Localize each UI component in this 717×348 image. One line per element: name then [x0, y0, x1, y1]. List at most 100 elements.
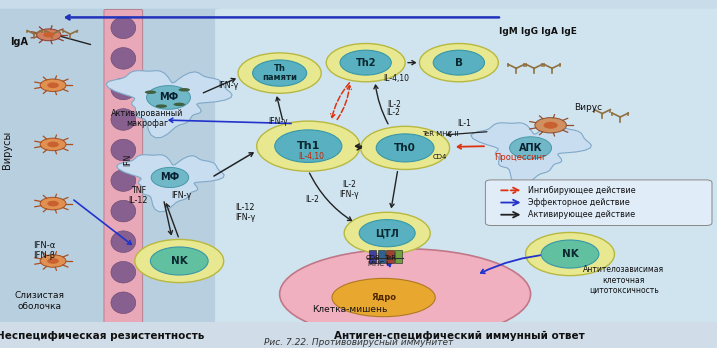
Ellipse shape	[156, 104, 167, 108]
Text: IL-4,10: IL-4,10	[298, 152, 324, 161]
Text: B: B	[455, 58, 463, 68]
Circle shape	[37, 29, 61, 41]
Circle shape	[376, 134, 434, 162]
Text: Рис. 7.22. Противовирусный иммунитет: Рис. 7.22. Противовирусный иммунитет	[264, 338, 453, 347]
Text: IL-2: IL-2	[386, 108, 400, 117]
FancyBboxPatch shape	[0, 9, 222, 324]
Circle shape	[47, 142, 59, 147]
Text: IFN-γ: IFN-γ	[218, 81, 238, 90]
Ellipse shape	[111, 139, 136, 161]
Text: IgM IgG IgA IgE: IgM IgG IgA IgE	[499, 27, 576, 36]
Circle shape	[40, 79, 66, 92]
Text: Активирующее действие: Активирующее действие	[528, 210, 635, 219]
Text: Th
памяти: Th памяти	[262, 64, 297, 82]
Text: IFN-γ: IFN-γ	[171, 191, 191, 200]
Text: IL-1: IL-1	[457, 119, 472, 128]
Text: Клетка-мишень: Клетка-мишень	[312, 304, 388, 314]
Circle shape	[151, 247, 208, 275]
Ellipse shape	[111, 231, 136, 252]
FancyBboxPatch shape	[0, 322, 717, 348]
Text: Активированный
макрофаг: Активированный макрофаг	[111, 109, 183, 128]
Ellipse shape	[146, 86, 191, 109]
Ellipse shape	[280, 249, 531, 339]
Text: ЦТЛ: ЦТЛ	[375, 228, 399, 238]
Text: Антителозависимая
клеточная
цитотоксичность: Антителозависимая клеточная цитотоксично…	[583, 265, 665, 295]
FancyBboxPatch shape	[485, 180, 712, 226]
Ellipse shape	[179, 88, 190, 92]
Text: Ингибирующее действие: Ингибирующее действие	[528, 186, 636, 195]
Circle shape	[135, 239, 224, 283]
Polygon shape	[106, 71, 232, 138]
Circle shape	[543, 122, 558, 129]
Circle shape	[433, 50, 485, 75]
Text: Слизистая
оболочка: Слизистая оболочка	[14, 291, 65, 311]
Text: IL-12
IFN-γ: IL-12 IFN-γ	[235, 203, 255, 222]
Circle shape	[47, 82, 59, 88]
Text: IL-2
IFN-γ: IL-2 IFN-γ	[339, 180, 359, 199]
Circle shape	[340, 50, 391, 75]
Ellipse shape	[145, 90, 156, 94]
Polygon shape	[117, 155, 224, 212]
Text: Ядро: Ядро	[371, 293, 396, 302]
Circle shape	[40, 197, 66, 210]
Ellipse shape	[510, 137, 551, 159]
Text: TeR: TeR	[384, 255, 396, 261]
Circle shape	[257, 121, 360, 171]
Circle shape	[47, 201, 59, 206]
Text: NK: NK	[561, 249, 579, 259]
Ellipse shape	[111, 292, 136, 314]
Text: Th1: Th1	[297, 141, 320, 151]
Text: IL-2: IL-2	[387, 100, 402, 109]
Text: IFN-α
IFN-β: IFN-α IFN-β	[33, 241, 56, 260]
Circle shape	[40, 255, 66, 267]
FancyBboxPatch shape	[369, 250, 376, 263]
Text: Вирус: Вирус	[574, 103, 602, 112]
Ellipse shape	[151, 167, 189, 188]
Ellipse shape	[332, 278, 435, 317]
FancyBboxPatch shape	[215, 9, 717, 324]
Text: TeR МНС II: TeR МНС II	[422, 131, 458, 137]
Text: Th0: Th0	[394, 143, 416, 153]
Circle shape	[43, 32, 54, 38]
Text: Th2: Th2	[356, 58, 376, 68]
Text: IL-2: IL-2	[305, 195, 320, 204]
Text: Антиген-специфический иммунный ответ: Антиген-специфический иммунный ответ	[333, 331, 584, 341]
FancyBboxPatch shape	[395, 250, 402, 263]
Ellipse shape	[174, 103, 185, 106]
Text: IgA: IgA	[10, 37, 29, 47]
Circle shape	[252, 60, 307, 86]
Text: TNF
IL-12: TNF IL-12	[128, 186, 148, 205]
Ellipse shape	[111, 48, 136, 69]
Circle shape	[40, 138, 66, 151]
Circle shape	[344, 212, 430, 254]
Ellipse shape	[111, 261, 136, 283]
Text: NK: NK	[171, 256, 188, 266]
Text: IFN: IFN	[123, 154, 132, 166]
Circle shape	[535, 118, 566, 133]
Circle shape	[275, 130, 342, 163]
Circle shape	[238, 53, 321, 93]
FancyBboxPatch shape	[386, 250, 394, 263]
Ellipse shape	[111, 17, 136, 39]
Polygon shape	[471, 123, 592, 186]
Circle shape	[47, 258, 59, 264]
Text: IFN-γ: IFN-γ	[268, 117, 288, 126]
Text: МФ: МФ	[159, 93, 178, 102]
Circle shape	[361, 126, 450, 169]
Circle shape	[359, 220, 415, 247]
Text: IL-4,10: IL-4,10	[383, 74, 409, 83]
Text: Процессинг: Процессинг	[493, 153, 546, 162]
Ellipse shape	[111, 200, 136, 222]
Text: CD4: CD4	[433, 154, 447, 160]
Circle shape	[526, 232, 614, 276]
Text: CD8: CD8	[366, 255, 380, 261]
FancyBboxPatch shape	[378, 250, 385, 263]
Text: Неспецифическая резистентность: Неспецифическая резистентность	[0, 331, 204, 341]
Text: АПК: АПК	[519, 143, 542, 153]
Circle shape	[419, 44, 498, 82]
Text: МФ: МФ	[161, 173, 179, 182]
Text: МНС I: МНС I	[369, 261, 389, 268]
FancyBboxPatch shape	[104, 9, 143, 323]
Text: Эффекторное действие: Эффекторное действие	[528, 198, 630, 207]
Ellipse shape	[111, 78, 136, 100]
